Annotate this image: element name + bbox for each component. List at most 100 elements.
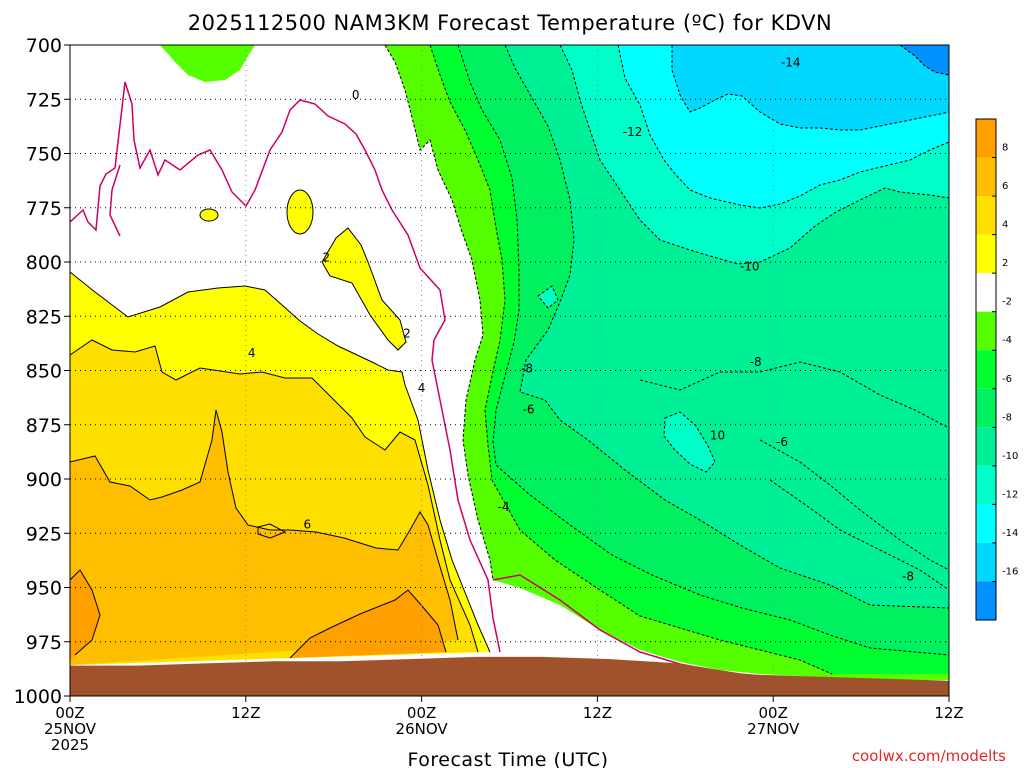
plot-area: 0 2 4 2 4 6 -14 -12 -10 -8 -8 -6 -6 10 -4 -8 [69,44,950,697]
warm-pocket-upper [322,228,406,350]
isotherm-minus6-inner [759,439,950,571]
contour-label-1: 2 [323,251,331,265]
colorbar-label-4: -2 [1002,297,1012,308]
y-tick-label-11: 975 [26,632,62,654]
isotherm-minus16 [899,44,950,76]
isotherm-minus10 [559,44,950,265]
x-tick-label-5-0: 12Z [934,704,963,722]
colorbar-swatch-6 [976,350,996,389]
y-axis: 700 725 750 775 800 825 850 875 900 925 950 975 1000 [14,35,70,708]
band-minus14 [672,45,949,130]
colorbar-swatch-5 [976,311,996,351]
y-tick-label-2: 750 [26,144,62,166]
colorbar-label-3: 2 [1002,258,1008,269]
x-tick-label-4-1: 27NOV [747,720,800,738]
y-tick-label-3: 775 [26,198,62,220]
contour-labels: 0 2 4 2 4 6 -14 -12 -10 -8 -8 -6 -6 10 -4 -8 [248,55,914,583]
colorbar-swatch-12 [976,581,996,620]
isotherm-minus2 [384,44,494,581]
grid-lines [70,45,949,696]
colorbar-swatch-4 [976,273,996,312]
contour-label-14: -4 [498,500,510,514]
x-tick-label-0-2: 2025 [51,736,89,754]
warm-core-right [290,590,446,658]
isotherm-2 [69,271,491,653]
colorbar-label-6: -6 [1002,374,1012,385]
isotherm-minus8-mid [639,361,950,429]
isotherm-minus8 [504,44,950,609]
contour-label-2: 4 [248,346,256,360]
x-axis-title: Forecast Time (UTC) [408,749,609,768]
isotherm-8 [289,589,447,659]
x-tick-label-2-0: 00Z [407,704,436,722]
contour-label-15: -8 [902,570,914,584]
y-tick-label-4: 800 [26,252,62,274]
colorbar-swatch-3 [976,234,996,274]
isotherm-6 [69,409,459,641]
warm-blob [286,189,314,235]
colorbar-swatch-7 [976,388,996,428]
band-plus6 [70,410,458,665]
credit-link[interactable]: coolwx.com/modelts [852,747,1006,765]
x-tick-label-0-0: 00Z [55,704,84,722]
x-tick-label-1-0: 12Z [231,704,260,722]
contour-label-12: -6 [523,403,535,417]
contour-label-10: -8 [521,361,533,375]
y-tick-label-8: 900 [26,469,62,491]
isotherm-8-left [69,569,101,656]
isotherm-minus14 [671,45,950,131]
isotherm-0-loop [109,164,121,237]
isotherm-minus6 [457,44,950,656]
colorbar-label-1: 6 [1002,181,1008,192]
cold-pocket-top [160,45,255,82]
colorbar-label-2: 4 [1002,220,1008,231]
colorbar-label-10: -14 [1002,528,1018,539]
colorbar-label-0: 8 [1002,143,1008,154]
cold-pocket-minus10 [663,411,716,473]
colorbar-swatch-11 [976,542,996,582]
colorbar-label-7: -8 [1002,412,1012,423]
contour-label-13: 10 [710,429,725,443]
isotherm-minus4 [429,44,833,675]
colorbar-swatch-0 [976,119,996,158]
isotherm-0 [69,81,501,653]
contour-label-4: 4 [418,381,426,395]
contour-label-3: 2 [403,327,411,341]
y-tick-label-0: 700 [26,35,62,57]
colorbar-frame [975,118,997,621]
y-tick-label-12: 1000 [14,686,62,708]
x-tick-label-3-0: 12Z [583,704,612,722]
band-minus16 [900,45,949,75]
isotherm-minus6-inner-2 [769,479,950,591]
colorbar-label-11: -16 [1002,566,1018,577]
colorbar: 8 6 4 2 -2 -4 -6 -8 -10 -12 -14 -16 [975,118,1018,621]
colorbar-swatch-1 [976,157,996,197]
contour-label-0: 0 [352,88,360,102]
colorbar-swatch-9 [976,465,996,505]
terrain-fill [70,656,949,696]
contour-label-11: -6 [776,435,788,449]
warm-blob-small [199,208,219,222]
colorbar-swatch-8 [976,427,996,466]
isotherm-6-pocket [257,523,287,539]
contour-label-5: 6 [304,518,312,532]
contour-label-6: -14 [781,55,801,69]
y-tick-label-6: 850 [26,361,62,383]
y-tick-label-1: 725 [26,89,62,111]
y-tick-label-9: 925 [26,523,62,545]
isotherm-4 [69,339,479,653]
colorbar-label-9: -12 [1002,489,1018,500]
contour-label-9: -8 [750,355,762,369]
isotherm-2-pocket [321,227,407,351]
contour-label-8: -10 [740,259,760,273]
contour-label-7: -12 [623,125,643,139]
y-tick-label-5: 825 [26,306,62,328]
y-tick-label-10: 950 [26,578,62,600]
chart-title: 2025112500 NAM3KM Forecast Temperature (… [188,11,832,35]
x-tick-label-2-1: 26NOV [396,720,449,738]
colorbar-label-5: -4 [1002,335,1012,346]
colorbar-swatch-2 [976,196,996,235]
y-tick-label-7: 875 [26,415,62,437]
